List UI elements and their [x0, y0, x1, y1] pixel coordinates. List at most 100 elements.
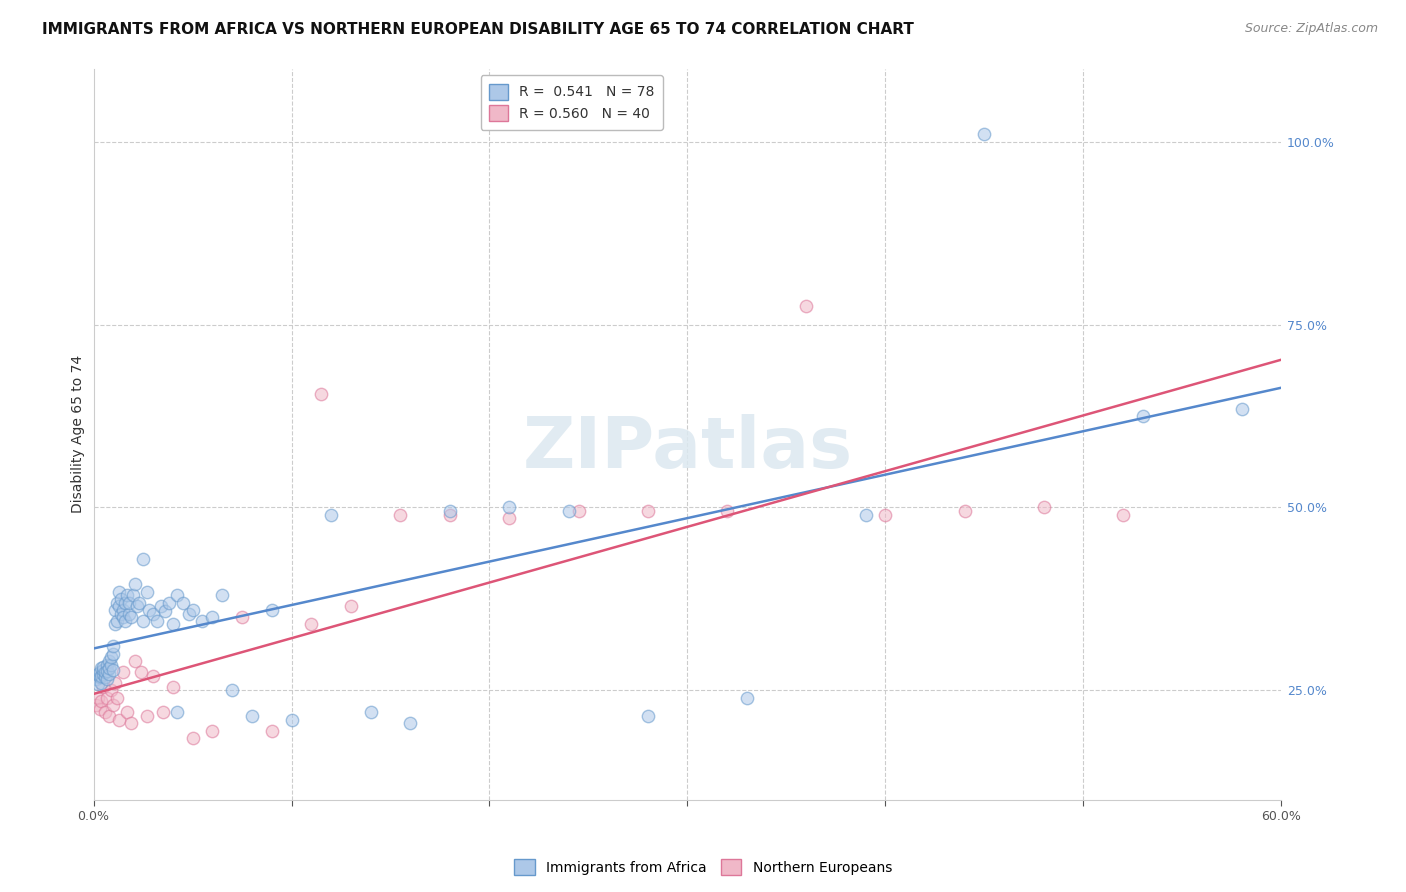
- Point: [191, 614, 214, 628]
- Point: [103, 640, 125, 654]
- Point: [90, 676, 112, 690]
- Point: [103, 663, 125, 677]
- Point: [127, 599, 149, 614]
- Point: [115, 706, 138, 720]
- Point: [94, 665, 117, 679]
- Point: [89, 665, 111, 679]
- Point: [498, 500, 520, 515]
- Point: [108, 584, 131, 599]
- Point: [211, 588, 233, 602]
- Point: [90, 669, 112, 683]
- Point: [201, 610, 224, 624]
- Point: [439, 508, 461, 522]
- Point: [115, 588, 138, 602]
- Point: [103, 647, 125, 661]
- Point: [637, 504, 659, 518]
- Point: [260, 723, 283, 738]
- Point: [973, 128, 995, 142]
- Point: [124, 654, 146, 668]
- Text: Source: ZipAtlas.com: Source: ZipAtlas.com: [1244, 22, 1378, 36]
- Point: [439, 504, 461, 518]
- Point: [84, 698, 107, 712]
- Point: [96, 664, 118, 678]
- Point: [84, 673, 107, 687]
- Point: [89, 670, 111, 684]
- Point: [568, 504, 591, 518]
- Point: [142, 669, 165, 683]
- Point: [177, 607, 200, 621]
- Point: [260, 603, 283, 617]
- Point: [96, 690, 118, 705]
- Point: [120, 610, 142, 624]
- Point: [280, 713, 302, 727]
- Point: [875, 508, 897, 522]
- Point: [138, 603, 160, 617]
- Point: [716, 504, 738, 518]
- Point: [231, 610, 253, 624]
- Point: [96, 657, 118, 672]
- Point: [112, 665, 135, 679]
- Point: [105, 596, 128, 610]
- Point: [93, 680, 115, 694]
- Point: [118, 596, 141, 610]
- Point: [93, 663, 115, 677]
- Point: [152, 706, 174, 720]
- Point: [309, 387, 332, 401]
- Point: [132, 551, 155, 566]
- Point: [103, 698, 125, 712]
- Point: [122, 588, 145, 602]
- Point: [146, 614, 169, 628]
- Point: [166, 706, 188, 720]
- Point: [112, 603, 135, 617]
- Point: [110, 591, 132, 606]
- Point: [98, 654, 121, 668]
- Point: [498, 511, 520, 525]
- Point: [90, 661, 112, 675]
- Point: [157, 596, 180, 610]
- Point: [132, 614, 155, 628]
- Point: [162, 617, 184, 632]
- Point: [221, 683, 243, 698]
- Point: [136, 584, 159, 599]
- Point: [94, 670, 117, 684]
- Point: [112, 610, 135, 624]
- Point: [120, 716, 142, 731]
- Point: [149, 599, 172, 614]
- Text: IMMIGRANTS FROM AFRICA VS NORTHERN EUROPEAN DISABILITY AGE 65 TO 74 CORRELATION : IMMIGRANTS FROM AFRICA VS NORTHERN EUROP…: [42, 22, 914, 37]
- Point: [129, 665, 152, 679]
- Point: [98, 661, 121, 675]
- Point: [93, 660, 115, 674]
- Point: [557, 504, 579, 518]
- Point: [104, 603, 127, 617]
- Point: [94, 706, 117, 720]
- Point: [389, 508, 412, 522]
- Point: [100, 650, 122, 665]
- Point: [794, 299, 817, 313]
- Point: [96, 673, 118, 687]
- Point: [136, 709, 159, 723]
- Point: [98, 709, 121, 723]
- Point: [110, 607, 132, 621]
- Point: [360, 706, 382, 720]
- Point: [98, 667, 121, 681]
- Point: [114, 614, 136, 628]
- Point: [340, 599, 363, 614]
- Point: [162, 680, 184, 694]
- Point: [953, 504, 976, 518]
- Point: [86, 667, 108, 681]
- Point: [637, 709, 659, 723]
- Point: [86, 690, 108, 705]
- Point: [118, 607, 141, 621]
- Point: [172, 596, 194, 610]
- Point: [299, 617, 322, 632]
- Point: [89, 701, 111, 715]
- Point: [240, 709, 263, 723]
- Point: [1112, 508, 1135, 522]
- Point: [128, 596, 150, 610]
- Point: [114, 596, 136, 610]
- Point: [181, 603, 204, 617]
- Point: [108, 713, 131, 727]
- Point: [1032, 500, 1054, 515]
- Point: [321, 508, 343, 522]
- Text: ZIPatlas: ZIPatlas: [523, 415, 852, 483]
